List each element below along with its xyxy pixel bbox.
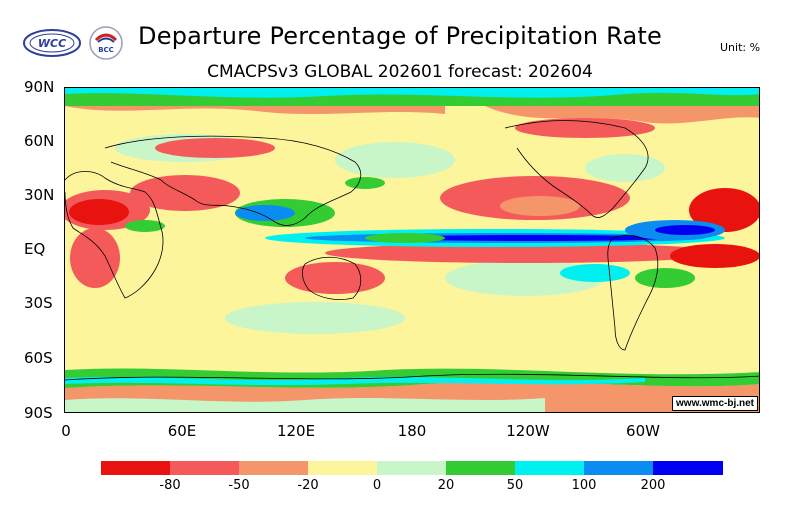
coastlines: [65, 120, 759, 381]
colorbar-swatch: [308, 461, 377, 475]
lon-label-120e: 120E: [276, 422, 316, 440]
svg-text:WCC: WCC: [38, 37, 66, 50]
north-orange-band-2: [485, 106, 759, 124]
lat-label-30s: 30S: [24, 294, 53, 312]
lat-label-90s: 90S: [24, 404, 53, 422]
colorbar-swatch: [239, 461, 308, 475]
canada-dry: [515, 118, 655, 138]
arctic-cyan: [65, 88, 759, 98]
colorbar-swatch: [101, 461, 170, 475]
lon-label-0: 0: [61, 422, 71, 440]
lat-label-30n: 30N: [24, 186, 55, 204]
lon-label-120w: 120W: [506, 422, 550, 440]
colorbar-swatch: [584, 461, 653, 475]
north-orange-band: [65, 106, 445, 114]
namerica-light-green: [585, 154, 665, 182]
lat-label-90n: 90N: [24, 78, 55, 96]
africa-coast: [65, 171, 164, 299]
seasia-blue: [235, 205, 295, 221]
colorbar-swatch: [377, 461, 446, 475]
japan-green: [345, 177, 385, 189]
spacific-equatorial-dry: [325, 243, 725, 263]
colorbar-swatch: [446, 461, 515, 475]
antarctica-coast: [65, 373, 759, 381]
lat-label-60s: 60S: [24, 349, 53, 367]
watermark: www.wmc-bj.net: [672, 396, 758, 411]
colorbar-label: 20: [437, 478, 455, 493]
australia-coast: [301, 256, 362, 300]
samerica-green: [635, 268, 695, 288]
colorbar-swatch: [653, 461, 723, 475]
wmc-logo: WCC: [22, 28, 82, 62]
wpacific-green: [365, 233, 445, 243]
africa-south-dry: [70, 228, 120, 288]
colorbar-label: -80: [159, 478, 181, 493]
siberia-dry: [155, 138, 275, 158]
map-canvas: [65, 88, 759, 412]
colorbar-label: -20: [297, 478, 319, 493]
sindian-light-green: [225, 302, 405, 334]
spacific-cyan: [560, 264, 630, 282]
natlantic-dry: [689, 188, 759, 232]
colorbar-label: 0: [372, 478, 382, 493]
lon-label-180: 180: [397, 422, 427, 440]
africa-wet: [125, 220, 165, 232]
lon-label-60e: 60E: [167, 422, 197, 440]
unit-label: Unit: %: [720, 41, 761, 54]
mideast-dry: [130, 175, 240, 211]
north-america-coast: [504, 120, 649, 218]
colorbar-label: 200: [640, 478, 666, 493]
australia-dry: [285, 262, 385, 294]
chart-subtitle: CMACPSv3 GLOBAL 202601 forecast: 202604: [207, 62, 593, 82]
npacific-light-green: [335, 142, 455, 178]
lat-label-eq: EQ: [24, 240, 46, 258]
antarctic-light: [65, 398, 545, 412]
precipitation-map: www.wmc-bj.net: [64, 87, 760, 413]
svg-text:BCC: BCC: [98, 46, 114, 54]
colorbar-swatch: [515, 461, 584, 475]
colorbar-label: -50: [228, 478, 250, 493]
npacific-orange: [500, 196, 580, 216]
sahara-very-dry: [69, 199, 129, 225]
colorbar-swatch: [170, 461, 239, 475]
bcc-logo: BCC: [88, 26, 124, 64]
colorbar-label: 50: [506, 478, 524, 493]
lat-label-60n: 60N: [24, 132, 55, 150]
southern-ocean-cyan: [65, 377, 645, 386]
south-america-coast: [607, 234, 659, 351]
chart-title: Departure Percentage of Precipitation Ra…: [138, 22, 662, 50]
eurasia-coast: [104, 135, 362, 226]
colorbar-label: 100: [571, 478, 597, 493]
satlantic-dry: [670, 244, 759, 268]
lon-label-60w: 60W: [626, 422, 660, 440]
itcz-core: [395, 235, 675, 241]
atlantic-itcz-core: [655, 225, 715, 235]
